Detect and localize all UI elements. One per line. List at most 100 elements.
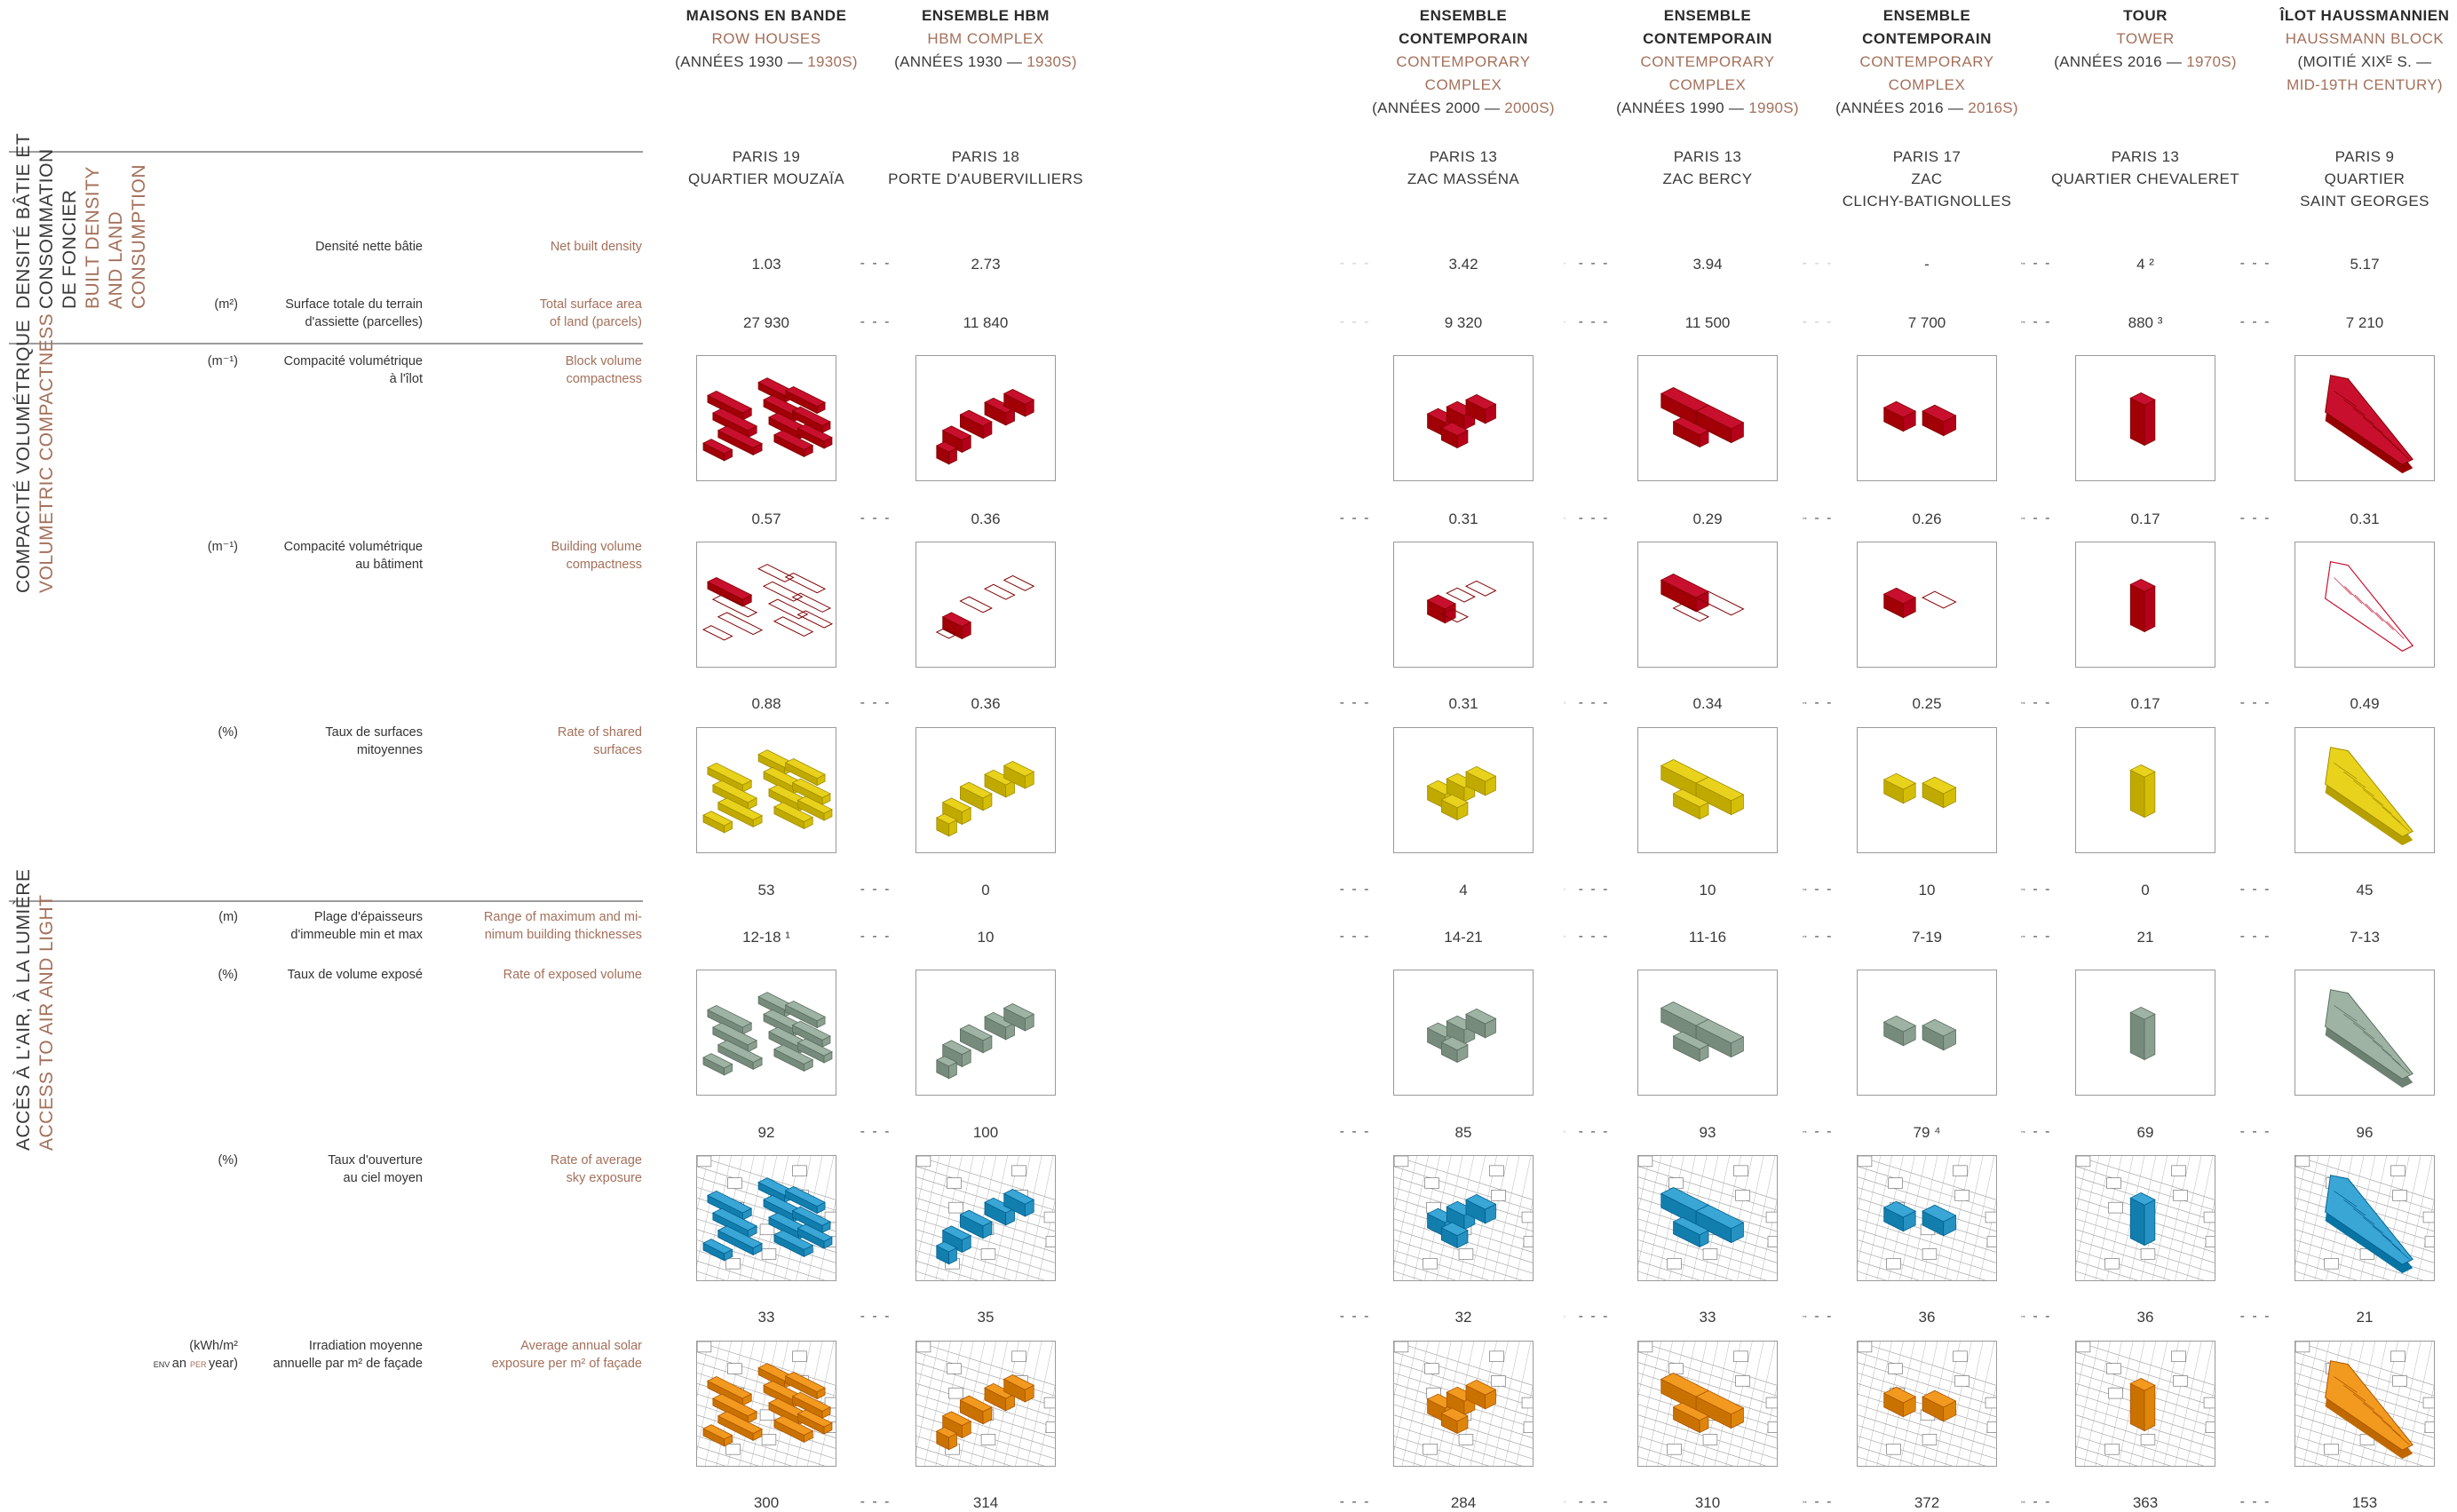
diagram-svg — [2295, 1156, 2434, 1280]
row-label-en-line: nimum building thicknesses — [438, 926, 642, 944]
diagram-svg — [1858, 542, 1996, 667]
divider-compactness — [9, 900, 643, 902]
value-7-2: 100 — [897, 1124, 1074, 1142]
diagram-green-grey-2 — [915, 970, 1056, 1096]
column-period: (ANNÉES 1930 — 1930S) — [861, 51, 1110, 74]
row-label-en-line: Rate of exposed volume — [438, 966, 642, 984]
separator-dash: - - - — [1337, 882, 1373, 898]
column-title-en: TOWER — [2021, 28, 2270, 51]
diagram-sky-blue-6 — [2075, 1155, 2215, 1281]
diagram-svg — [2295, 970, 2434, 1095]
location-line: PARIS 13 — [1583, 146, 1832, 168]
diagram-solar-orange-6 — [2075, 1341, 2215, 1467]
row-label-en: Rate of exposed volume — [438, 966, 642, 984]
section-density-fr-3: DE FONCIER — [59, 133, 82, 309]
column-period-en: 1930S) — [807, 53, 858, 70]
diagram-red-solid-3 — [1393, 355, 1534, 481]
column-title-fr: ENSEMBLE CONTEMPORAIN — [1851, 4, 2002, 51]
location-line: QUARTIER — [2240, 168, 2457, 190]
value-4-7: 0.49 — [2276, 695, 2453, 713]
value-8-4: 33 — [1619, 1309, 1796, 1326]
value-9-3: 284 — [1375, 1494, 1552, 1512]
row-label-en-line: Rate of shared — [438, 724, 642, 741]
diagram-svg — [1394, 970, 1533, 1095]
column-period-fr: (ANNÉES 1990 — — [1616, 99, 1748, 116]
diagram-green-grey-7 — [2295, 970, 2435, 1096]
column-title-fr: ENSEMBLE CONTEMPORAIN — [1388, 4, 1539, 51]
diagram-yellow-6 — [2075, 727, 2215, 853]
column-title-en: HAUSSMANN BLOCK — [2240, 28, 2457, 51]
separator-dash: - - - — [1337, 314, 1373, 330]
value-8-6: 36 — [2057, 1309, 2234, 1326]
value-9-1: 300 — [678, 1494, 855, 1512]
row-label-fr: Densité nette bâtie — [183, 238, 423, 256]
row-label-en: Net built density — [438, 238, 642, 256]
separator-dot: · — [2006, 1309, 2041, 1325]
section-density-fr-2: CONSOMMATION — [36, 133, 59, 309]
separator-dot: · — [1548, 511, 1583, 526]
row-label-fr-line: à l'îlot — [183, 370, 423, 388]
column-period: (ANNÉES 1930 — 1930S) — [642, 51, 891, 74]
diagram-green-grey-3 — [1393, 970, 1534, 1096]
diagram-solar-orange-3 — [1393, 1341, 1534, 1467]
row-label-en-line: compactness — [438, 370, 642, 388]
separator-dash: - - - — [2238, 1124, 2273, 1140]
column-period: (ANNÉES 2000 — 2000S) — [1339, 97, 1588, 120]
separator-dash: - - - — [858, 929, 893, 945]
row-label-fr-line: Taux d'ouverture — [183, 1152, 423, 1169]
value-1-1: 1.03 — [678, 256, 855, 273]
separator-dash: - - - — [1337, 1309, 1373, 1325]
diagram-yellow-2 — [915, 727, 1056, 853]
separator-dot: · — [1548, 929, 1583, 945]
value-1-3: 3.42 — [1375, 256, 1552, 273]
row-label-fr-line: d'immeuble min et max — [183, 926, 423, 944]
value-5-3: 4 — [1375, 882, 1552, 899]
diagram-yellow-5 — [1857, 727, 1997, 853]
value-9-2: 314 — [897, 1494, 1074, 1512]
column-period-en: 2016S) — [1968, 99, 2018, 116]
column-period-fr: (ANNÉES 1930 — — [894, 53, 1026, 70]
diagram-red-outline-3 — [1393, 542, 1534, 668]
value-3-2: 0.36 — [897, 511, 1074, 528]
diagram-svg — [1638, 970, 1777, 1095]
column-period-en: 1930S) — [1026, 53, 1077, 70]
value-2-1: 27 930 — [678, 314, 855, 332]
value-8-1: 33 — [678, 1309, 855, 1326]
location-line: CLICHY-BATIGNOLLES — [1803, 190, 2051, 212]
diagram-red-outline-2 — [915, 542, 1056, 668]
separator-dash: - - - — [1337, 1124, 1373, 1140]
row-label-fr-line: mitoyennes — [183, 741, 423, 759]
column-period-fr: (ANNÉES 1930 — — [675, 53, 807, 70]
separator-dot: · — [1787, 1494, 1823, 1510]
separator-dash: - - - — [2238, 929, 2273, 945]
separator-dash: - - - — [2238, 256, 2273, 272]
row-label-fr-line: Densité nette bâtie — [183, 238, 423, 256]
column-title-en: CONTEMPORARY COMPLEX — [1388, 51, 1539, 97]
diagram-svg — [916, 356, 1055, 480]
value-2-6: 880 ³ — [2057, 314, 2234, 332]
diagram-svg — [1858, 728, 1996, 852]
diagram-red-outline-5 — [1857, 542, 1997, 668]
diagram-red-solid-4 — [1637, 355, 1778, 481]
value-1-7: 5.17 — [2276, 256, 2453, 273]
column-period-en: 2000S) — [1504, 99, 1555, 116]
separator-dot: · — [1787, 511, 1823, 526]
diagram-svg — [1858, 970, 1996, 1095]
separator-dash: - - - — [858, 1309, 893, 1325]
separator-dot: · — [2006, 695, 2041, 711]
value-8-7: 21 — [2276, 1309, 2453, 1326]
separator-dash: - - - — [2238, 511, 2273, 526]
diagram-red-outline-7 — [2295, 542, 2435, 668]
value-7-3: 85 — [1375, 1124, 1552, 1142]
row-label-fr-line: Irradiation moyenne — [183, 1337, 423, 1355]
row-label-fr-line: annuelle par m² de façade — [183, 1355, 423, 1373]
value-1-2: 2.73 — [897, 256, 1074, 273]
row-label-en-line: Total surface area — [438, 296, 642, 313]
